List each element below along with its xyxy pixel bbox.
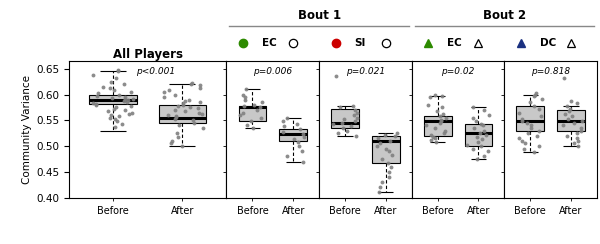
Text: EC: EC: [447, 38, 461, 48]
Bar: [517, 106, 544, 131]
Text: SI: SI: [355, 38, 365, 48]
Bar: [557, 110, 585, 131]
Title: All Players: All Players: [113, 48, 183, 61]
Bar: [89, 94, 137, 104]
Text: Bout 2: Bout 2: [483, 9, 526, 21]
Text: p=0.02: p=0.02: [442, 67, 475, 76]
Text: p=0.021: p=0.021: [346, 67, 385, 76]
Text: p=0.818: p=0.818: [531, 67, 570, 76]
Text: p=0.006: p=0.006: [253, 67, 292, 76]
Text: EC: EC: [262, 38, 277, 48]
Y-axis label: Community Variance: Community Variance: [22, 75, 32, 184]
Text: p<0.001: p<0.001: [136, 67, 175, 76]
Bar: [159, 105, 206, 123]
Bar: [424, 116, 452, 136]
Text: Bout 1: Bout 1: [298, 9, 341, 21]
Bar: [464, 124, 493, 146]
Bar: [279, 129, 307, 141]
Text: DC: DC: [539, 38, 556, 48]
Bar: [372, 136, 400, 163]
Bar: [239, 106, 266, 121]
Bar: [331, 109, 359, 128]
